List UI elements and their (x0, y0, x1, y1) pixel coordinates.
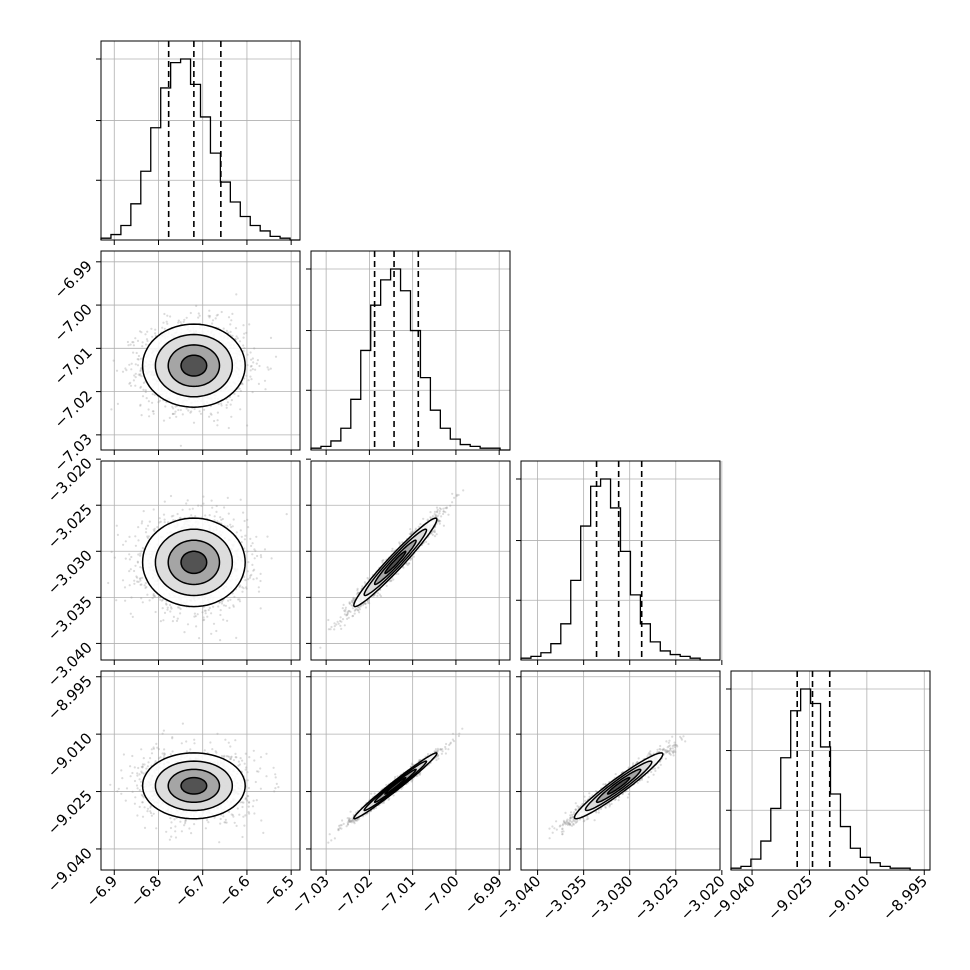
contour-line (141, 323, 246, 408)
y-tick-label: −9.025 (44, 787, 96, 839)
y-tick-label: −7.02 (51, 387, 96, 432)
panel-frame (520, 670, 721, 871)
hist-panel-0 (96, 40, 301, 241)
contour-line (606, 776, 631, 795)
panel-content (101, 251, 300, 450)
density-fill (607, 777, 630, 794)
x-tick-label: −6.9 (83, 872, 121, 910)
scatter-panel-3-0 (100, 670, 301, 871)
density-fill (181, 777, 207, 794)
contour-line (384, 550, 407, 575)
contour-line (573, 752, 664, 820)
y-tick-label: −9.040 (44, 844, 96, 896)
contour-line (584, 760, 653, 812)
panel-frame (310, 670, 511, 871)
histogram-series (310, 268, 510, 451)
y-tick-label: −3.035 (44, 592, 96, 644)
scatter-panel-1-0 (100, 250, 301, 451)
scatter-panel-2-1 (310, 460, 511, 661)
contour-line (180, 354, 208, 377)
x-tick-label: −8.995 (879, 872, 931, 924)
contour-line (373, 768, 417, 804)
x-tick-label: −7.01 (374, 872, 419, 917)
contour-line (353, 517, 438, 608)
contour-line (180, 550, 208, 575)
contour-line (154, 528, 234, 597)
panel-content (311, 461, 510, 660)
panel-frame (100, 40, 301, 241)
hist-panel-3 (726, 670, 931, 871)
contour-line (384, 776, 407, 795)
contour-line (154, 760, 234, 812)
x-tick-label: −6.6 (215, 872, 253, 910)
panel-frame (100, 250, 301, 451)
panel-frame (100, 670, 301, 871)
x-tick-label: −7.03 (288, 872, 333, 917)
contour-line (595, 768, 642, 804)
contour-line (167, 344, 221, 388)
hist-panel-1 (306, 250, 511, 451)
histogram-series (100, 58, 300, 241)
y-tick-label: −3.030 (44, 546, 96, 598)
y-tick-label: −3.025 (44, 500, 96, 552)
x-tick-label: −6.8 (127, 872, 165, 910)
x-tick-label: −6.7 (171, 872, 209, 910)
x-tick-label: −9.010 (822, 872, 874, 924)
x-tick-label: −3.030 (585, 872, 637, 924)
density-fill (385, 777, 406, 794)
histogram-series (520, 478, 720, 661)
y-tick-label: −7.01 (51, 343, 96, 388)
hist-panel-2 (516, 460, 723, 661)
contour-line (180, 776, 208, 795)
y-tick-label: −9.010 (44, 729, 96, 781)
panel-content (521, 671, 720, 870)
contour-line (141, 752, 246, 820)
contour-line (141, 517, 246, 608)
panel-content (101, 671, 300, 870)
panel-content (311, 671, 510, 870)
panel-frame (310, 460, 511, 661)
panel-frame (310, 250, 511, 451)
contour-line (363, 760, 428, 812)
y-tick-label: −6.99 (51, 257, 96, 302)
x-tick-label: −7.02 (331, 872, 376, 917)
scatter-panel-2-0 (100, 460, 301, 661)
contour-line (154, 333, 234, 398)
x-tick-label: −3.025 (631, 872, 683, 924)
contour-line (352, 752, 438, 820)
panel-frame (520, 460, 721, 661)
x-tick-label: −9.025 (764, 872, 816, 924)
histogram-series (730, 688, 930, 871)
panel-frame (100, 460, 301, 661)
panel-content (101, 461, 300, 660)
x-tick-label: −7.00 (418, 872, 463, 917)
x-tick-label: −3.035 (538, 872, 590, 924)
scatter-panel-3-1 (310, 670, 511, 871)
contour-line (167, 768, 221, 804)
contour-line (363, 528, 428, 597)
scatter-panel-3-2 (520, 670, 721, 871)
panel-frame (730, 670, 931, 871)
contour-line (373, 539, 417, 586)
density-fill (181, 551, 207, 574)
density-fill (181, 355, 207, 376)
density-fill (385, 551, 406, 574)
y-tick-label: −7.00 (51, 300, 96, 345)
contour-line (167, 539, 221, 586)
